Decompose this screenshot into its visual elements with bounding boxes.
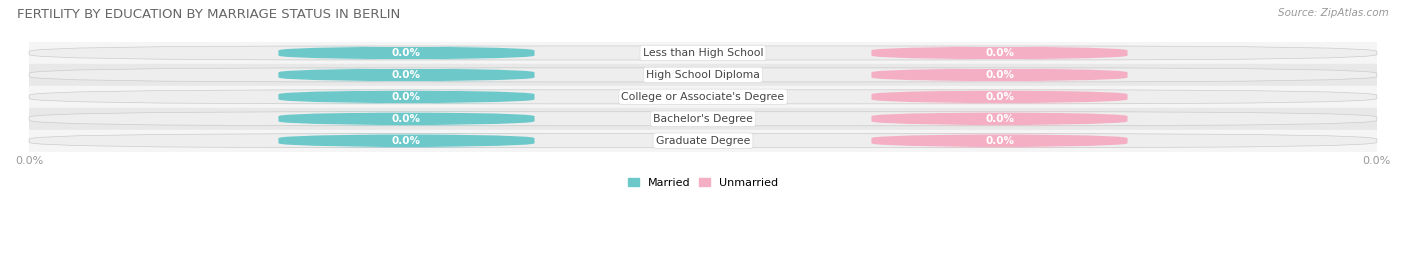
Text: 0.0%: 0.0%	[392, 70, 420, 80]
FancyBboxPatch shape	[264, 90, 548, 104]
Text: 0.0%: 0.0%	[986, 92, 1014, 102]
Bar	[30, 86, 1376, 108]
FancyBboxPatch shape	[30, 134, 1376, 148]
Text: Less than High School: Less than High School	[643, 48, 763, 58]
Text: 0.0%: 0.0%	[392, 136, 420, 146]
FancyBboxPatch shape	[264, 46, 548, 60]
FancyBboxPatch shape	[30, 112, 1376, 126]
Legend: Married, Unmarried: Married, Unmarried	[623, 173, 783, 192]
FancyBboxPatch shape	[30, 68, 1376, 82]
FancyBboxPatch shape	[858, 68, 1142, 82]
Bar	[30, 130, 1376, 152]
Text: 0.0%: 0.0%	[986, 114, 1014, 124]
Bar	[30, 108, 1376, 130]
FancyBboxPatch shape	[264, 112, 548, 126]
Text: 0.0%: 0.0%	[392, 48, 420, 58]
FancyBboxPatch shape	[264, 134, 548, 148]
Text: Bachelor's Degree: Bachelor's Degree	[652, 114, 754, 124]
FancyBboxPatch shape	[264, 68, 548, 82]
FancyBboxPatch shape	[30, 46, 1376, 60]
Text: FERTILITY BY EDUCATION BY MARRIAGE STATUS IN BERLIN: FERTILITY BY EDUCATION BY MARRIAGE STATU…	[17, 8, 401, 21]
Bar	[30, 42, 1376, 64]
Text: Graduate Degree: Graduate Degree	[655, 136, 751, 146]
Text: Source: ZipAtlas.com: Source: ZipAtlas.com	[1278, 8, 1389, 18]
FancyBboxPatch shape	[858, 112, 1142, 126]
FancyBboxPatch shape	[858, 90, 1142, 104]
Bar	[30, 64, 1376, 86]
Text: 0.0%: 0.0%	[986, 70, 1014, 80]
FancyBboxPatch shape	[858, 46, 1142, 60]
Text: 0.0%: 0.0%	[392, 92, 420, 102]
Text: 0.0%: 0.0%	[392, 114, 420, 124]
FancyBboxPatch shape	[30, 90, 1376, 104]
Text: 0.0%: 0.0%	[986, 136, 1014, 146]
Text: High School Diploma: High School Diploma	[647, 70, 759, 80]
Text: College or Associate's Degree: College or Associate's Degree	[621, 92, 785, 102]
FancyBboxPatch shape	[858, 134, 1142, 148]
Text: 0.0%: 0.0%	[986, 48, 1014, 58]
